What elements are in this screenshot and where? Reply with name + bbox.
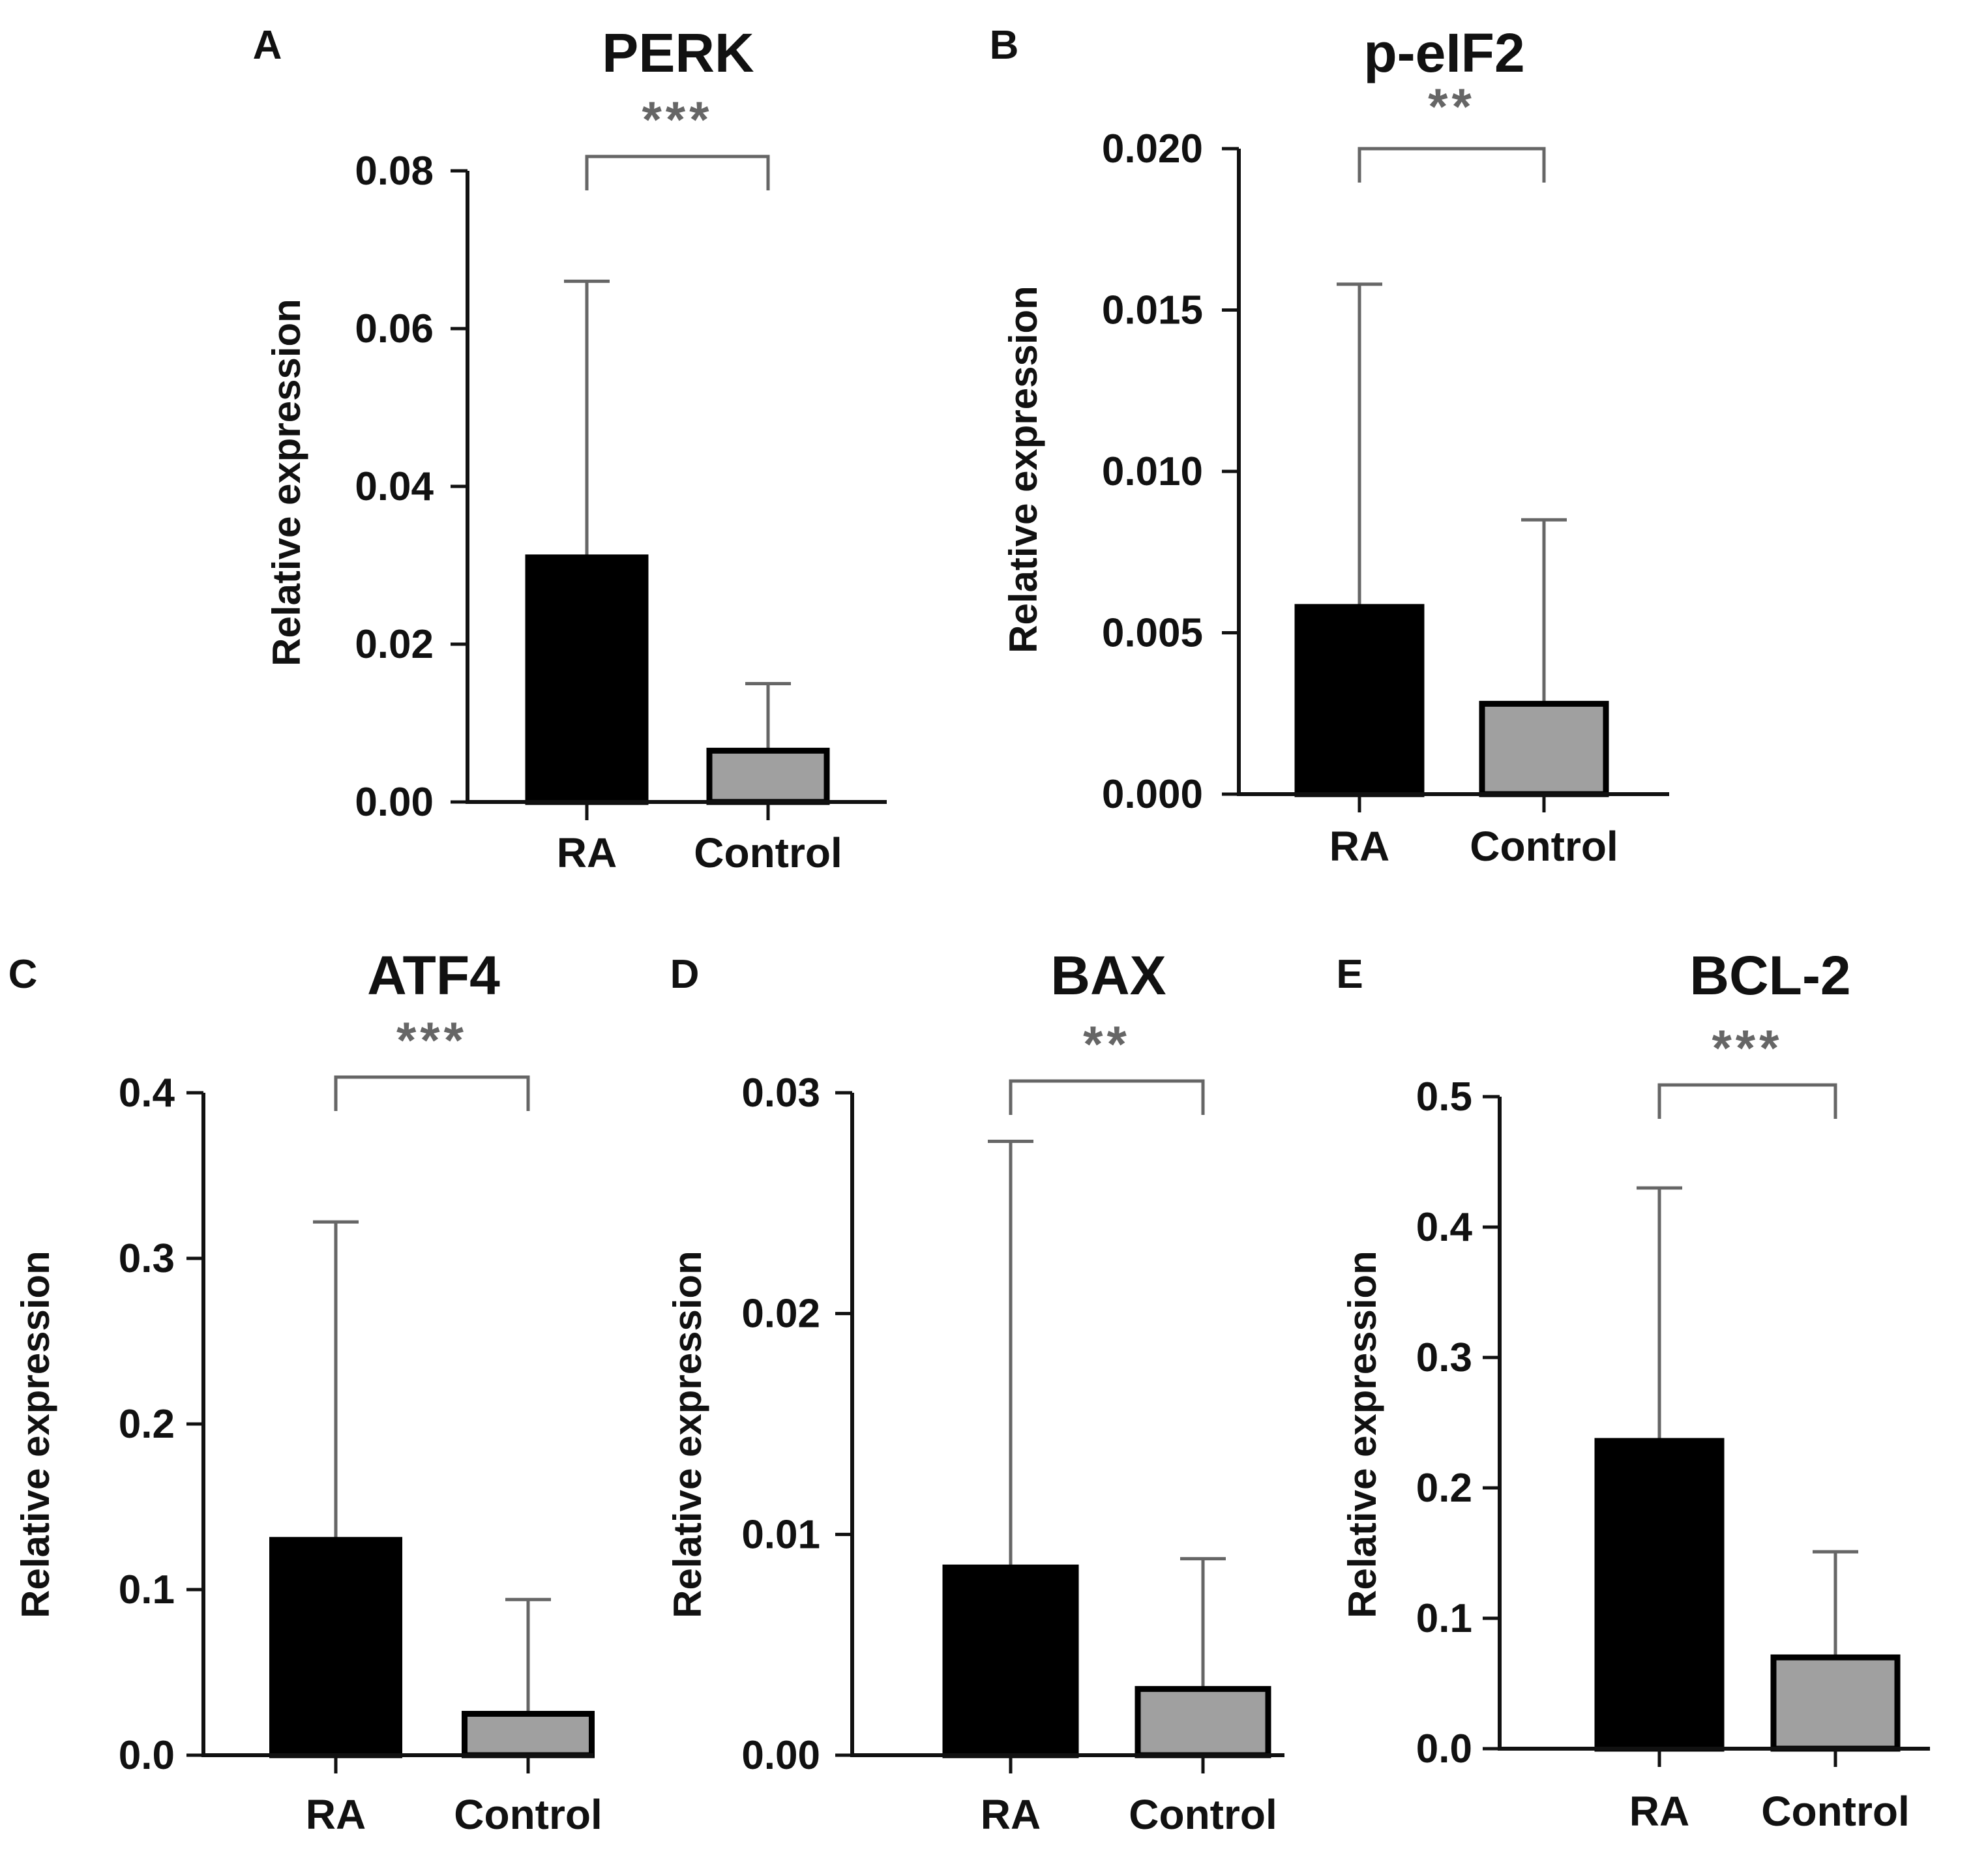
x-tick-label-control: Control: [1129, 1791, 1277, 1838]
y-tick-label: 0.020: [1102, 126, 1203, 171]
y-tick-label: 0.03: [741, 1071, 820, 1116]
y-tick-label: 0.000: [1102, 772, 1203, 817]
bar-control: [1479, 700, 1609, 797]
bar-control: [462, 1711, 595, 1758]
significance-bracket: [1657, 1083, 1837, 1119]
x-tick-label-ra: RA: [981, 1791, 1041, 1838]
y-tick-label: 0.04: [355, 464, 434, 509]
panel-a: A PERK Relative expression RA Control 0.00 0.0…: [253, 22, 887, 876]
significance-stars: ***: [396, 1011, 467, 1069]
x-tick-label-control: Control: [1761, 1788, 1910, 1835]
bar-ra: [942, 1564, 1079, 1758]
y-tick-label: 0.08: [355, 149, 434, 194]
y-axis-label: Relative expression: [666, 1251, 709, 1618]
x-tick-label-control: Control: [694, 829, 842, 876]
y-tick-label: 0.00: [741, 1733, 820, 1778]
y-tick-label: 0.3: [1416, 1335, 1472, 1380]
bar-ra: [269, 1537, 402, 1758]
chart-title: p-eIF2: [1363, 22, 1524, 83]
panel-letter: B: [990, 23, 1019, 68]
panel-letter: D: [670, 952, 700, 997]
significance-stars: **: [1428, 78, 1476, 135]
y-tick-label: 0.02: [355, 622, 434, 667]
bar-control: [1770, 1654, 1901, 1752]
y-tick-label: 0.3: [119, 1236, 175, 1281]
y-tick-label: 0.0: [1416, 1727, 1472, 1771]
y-axis-label: Relative expression: [1341, 1251, 1384, 1618]
significance-bracket: [1009, 1079, 1205, 1115]
y-tick-label: 0.2: [1416, 1466, 1472, 1511]
x-tick-label-control: Control: [1470, 823, 1618, 870]
y-tick-label: 0.00: [355, 780, 434, 825]
y-tick-label: 0.01: [741, 1512, 820, 1557]
chart-title: ATF4: [367, 945, 500, 1006]
significance-stars: ***: [642, 91, 713, 148]
y-tick-label: 0.02: [741, 1292, 820, 1337]
panel-e: E BCL-2 Relative expression RA Control 0.0 0.1…: [1336, 945, 1930, 1835]
y-axis-label: Relative expression: [1001, 286, 1045, 653]
y-axis-label: Relative expression: [14, 1251, 57, 1618]
bar-ra: [1594, 1438, 1725, 1752]
y-tick-label: 0.4: [1416, 1205, 1473, 1250]
chart-title: PERK: [602, 22, 754, 83]
chart-title: BAX: [1050, 945, 1166, 1006]
y-tick-label: 0.005: [1102, 611, 1203, 656]
significance-bracket: [1357, 147, 1546, 183]
y-tick-label: 0.015: [1102, 288, 1203, 333]
bar-ra: [1294, 604, 1425, 797]
y-tick-label: 0.010: [1102, 449, 1203, 494]
bar-ra: [525, 554, 649, 805]
y-tick-label: 0.5: [1416, 1075, 1472, 1119]
panel-letter: E: [1336, 952, 1363, 997]
panel-d: D BAX Relative expression RA Control 0.00 0.01…: [666, 945, 1284, 1838]
bar-control: [1135, 1685, 1271, 1758]
significance-bracket: [334, 1075, 530, 1111]
y-axis-label: Relative expression: [265, 299, 308, 666]
x-tick-label-ra: RA: [1629, 1788, 1689, 1835]
significance-stars: **: [1083, 1015, 1131, 1073]
significance-bracket: [585, 155, 770, 190]
panel-letter: A: [253, 23, 282, 68]
y-tick-label: 0.1: [1416, 1596, 1472, 1641]
y-tick-label: 0.0: [119, 1733, 175, 1778]
significance-stars: ***: [1712, 1019, 1783, 1076]
y-tick-label: 0.2: [119, 1402, 175, 1447]
x-tick-label-ra: RA: [557, 829, 617, 876]
panel-letter: C: [8, 952, 38, 997]
chart-title: BCL-2: [1689, 945, 1850, 1006]
panel-c: C ATF4 Relative expression RA Control 0.0 0.1 0…: [8, 945, 602, 1838]
x-tick-label-ra: RA: [1329, 823, 1389, 870]
bar-control: [706, 747, 830, 805]
y-tick-label: 0.06: [355, 306, 434, 351]
x-tick-label-ra: RA: [306, 1791, 366, 1838]
y-tick-label: 0.4: [119, 1071, 175, 1116]
y-tick-label: 0.1: [119, 1567, 175, 1612]
x-tick-label-control: Control: [454, 1791, 602, 1838]
